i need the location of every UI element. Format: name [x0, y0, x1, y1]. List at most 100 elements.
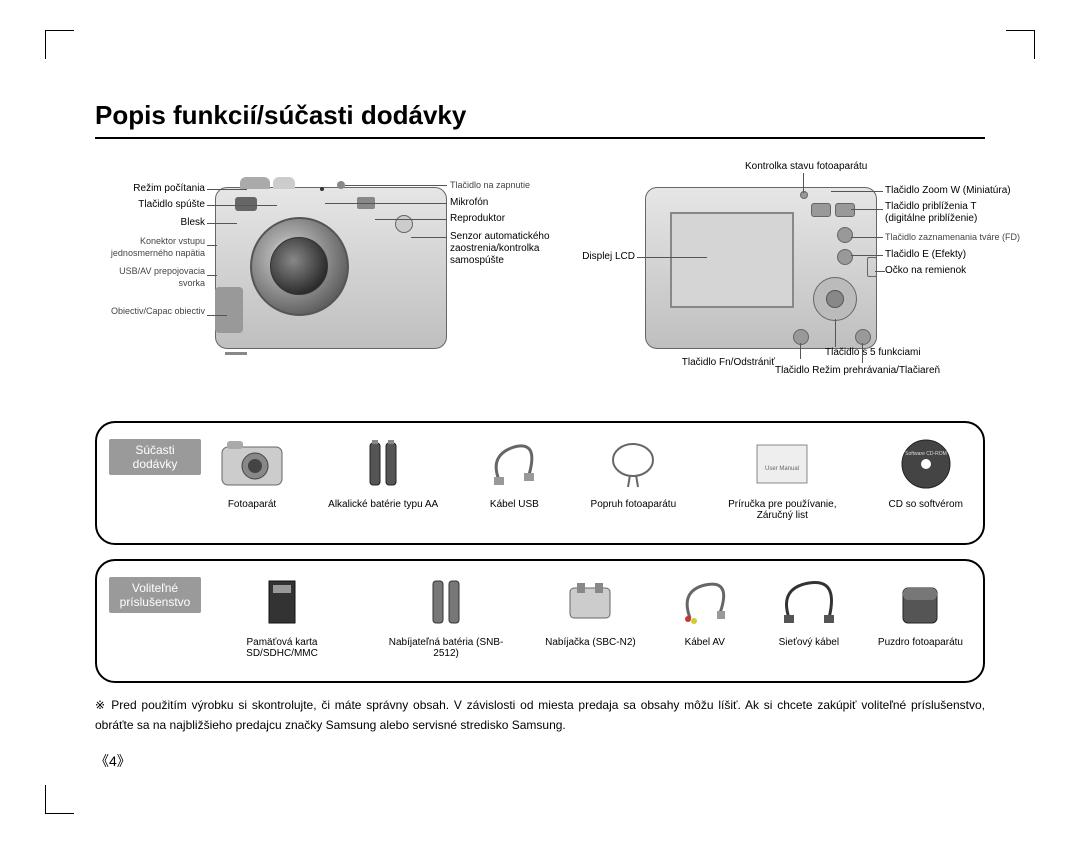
item-camera: Fotoaparát [217, 435, 287, 521]
af-sensor-icon [395, 215, 413, 233]
label-zoom-w: Tlačidlo Zoom W (Miniatúra) [885, 185, 1011, 197]
optional-box: Voliteľné príslušenstvo Pamäťová karta S… [95, 559, 985, 683]
label-speaker: Reproduktor [450, 213, 505, 225]
lens-cap-icon [225, 352, 247, 355]
usb-cable-icon [479, 435, 549, 493]
leader [207, 223, 237, 224]
leader [207, 315, 227, 316]
lcd-icon [670, 212, 794, 308]
footnote: ※ Pred použitím výrobku si skontrolujte,… [95, 695, 985, 735]
page-number: 《4》 [95, 751, 985, 771]
camera-back-diagram: Kontrolka stavu fotoaparátu Displej LCD … [545, 157, 985, 407]
svg-text:Software CD-ROM: Software CD-ROM [905, 451, 947, 457]
recharge-batt-icon [411, 573, 481, 631]
strap-icon [598, 435, 668, 493]
case-icon [885, 573, 955, 631]
leader [375, 219, 447, 220]
caption: Pamäťová karta SD/SDHC/MMC [217, 637, 347, 659]
leader [851, 209, 883, 210]
item-batteries: Alkalické batérie typu AA [328, 435, 438, 521]
crop-mark [45, 785, 74, 814]
label-5func: Tlačidlo s 5 funkciami [825, 347, 921, 359]
leader [851, 255, 883, 256]
caption: Puzdro fotoaparátu [878, 637, 963, 648]
leader [207, 205, 277, 206]
label-lens-cap: Obiectiv/Capac obiectiv [95, 305, 205, 317]
manual-icon: User Manual [747, 435, 817, 493]
port-cover-icon [215, 287, 243, 333]
leader [875, 271, 885, 272]
leader [207, 189, 247, 190]
power-button-icon [337, 181, 345, 189]
leader [862, 343, 863, 363]
label-zoom-t: Tlačidlo priblíženia T (digitálne priblí… [885, 201, 1015, 225]
item-sd-card: Pamäťová karta SD/SDHC/MMC [217, 573, 347, 659]
item-manual: User Manual Príručka pre používanie, Zár… [717, 435, 847, 521]
item-case: Puzdro fotoaparátu [878, 573, 963, 659]
crop-mark [45, 30, 74, 59]
status-led-icon [800, 191, 808, 199]
item-charger: Nabíjačka (SBC-N2) [545, 573, 636, 659]
ok-button-icon [826, 290, 844, 308]
caption: CD so softvérom [888, 499, 962, 510]
caption: Fotoaparát [228, 499, 276, 510]
item-cd: Software CD-ROM CD so softvérom [888, 435, 962, 521]
caption: Sieťový kábel [779, 637, 839, 648]
caption: Nabíjateľná batéria (SNB-2512) [381, 637, 511, 659]
page-title: Popis funkcií/súčasti dodávky [95, 100, 985, 139]
label-lcd: Displej LCD [545, 251, 635, 263]
charger-icon [555, 573, 625, 631]
item-av-cable: Kábel AV [670, 573, 740, 659]
label-status-led: Kontrolka stavu fotoaparátu [745, 161, 867, 173]
leader [207, 275, 217, 276]
strap-eyelet-icon [867, 257, 877, 277]
batteries-icon [348, 435, 418, 493]
fn-delete-icon [793, 329, 809, 345]
label-shutter: Tlačidlo spúšte [95, 199, 205, 211]
item-recharge-batt: Nabíjateľná batéria (SNB-2512) [381, 573, 511, 659]
flash-icon [235, 197, 257, 211]
e-button-icon [837, 249, 853, 265]
optional-label: Voliteľné príslušenstvo [109, 577, 201, 613]
leader [325, 203, 447, 204]
label-fd: Tlačidlo zaznamenania tváre (FD) [885, 231, 1020, 243]
label-dc-in: Konektor vstupu jednosmerného napätia [95, 235, 205, 259]
label-mode-dial: Režim počítania [95, 183, 205, 195]
zoom-t-icon [835, 203, 855, 217]
leader [851, 237, 883, 238]
crop-mark [1006, 30, 1035, 59]
caption: Nabíjačka (SBC-N2) [545, 637, 636, 648]
caption: Kábel AV [685, 637, 725, 648]
label-power: Tlačidlo na zapnutie [450, 179, 530, 191]
leader [831, 191, 883, 192]
diagrams-row: Režim počítania Tlačidlo spúšte Blesk Ko… [95, 157, 985, 407]
av-cable-icon [670, 573, 740, 631]
leader [835, 319, 836, 347]
item-usb-cable: Kábel USB [479, 435, 549, 521]
camera-icon [217, 435, 287, 493]
play-print-icon [855, 329, 871, 345]
shutter-button-icon [273, 177, 295, 189]
mode-dial-icon [240, 177, 270, 189]
label-e: Tlačidlo E (Efekty) [885, 249, 966, 261]
caption: Alkalické batérie typu AA [328, 499, 438, 510]
sd-card-icon [247, 573, 317, 631]
leader [803, 173, 804, 193]
fd-button-icon [837, 227, 853, 243]
label-flash: Blesk [95, 217, 205, 229]
caption: Príručka pre používanie, Záručný list [717, 499, 847, 521]
included-box: Súčasti dodávky Fotoaparát Alkalické bat… [95, 421, 985, 545]
item-strap: Popruh fotoaparátu [591, 435, 677, 521]
caption: Popruh fotoaparátu [591, 499, 677, 510]
leader [800, 343, 801, 359]
leader [411, 237, 447, 238]
item-power-cord: Sieťový kábel [774, 573, 844, 659]
power-cord-icon [774, 573, 844, 631]
label-fn-delete: Tlačidlo Fn/Odstrániť [655, 357, 775, 369]
lens-inner-icon [270, 237, 328, 295]
leader [345, 185, 447, 186]
label-usb-av: USB/AV prepojovacia svorka [95, 265, 205, 289]
label-play-print: Tlačidlo Režim prehrávania/Tlačiareň [775, 365, 940, 377]
cd-icon: Software CD-ROM [891, 435, 961, 493]
label-mic: Mikrofón [450, 197, 488, 209]
